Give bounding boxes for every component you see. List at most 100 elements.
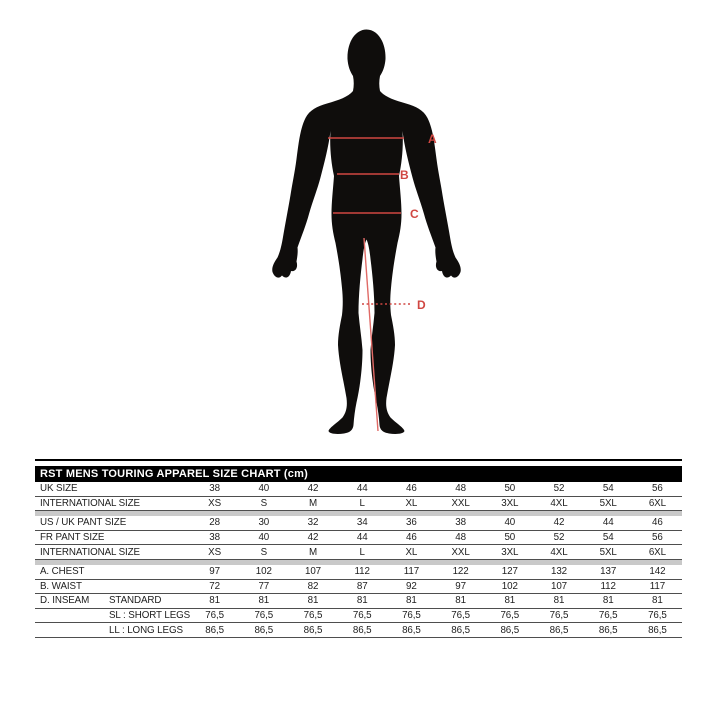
size-value: 56	[652, 483, 663, 495]
size-value: 6XL	[648, 546, 666, 558]
size-value: 112	[600, 580, 616, 592]
size-value: 76,5	[303, 610, 323, 622]
size-value: 76,5	[598, 610, 618, 622]
size-value: 46	[406, 483, 417, 495]
size-value: 127	[501, 566, 518, 578]
table-row: UK SIZE 38 40 42 44 46 48 50 52 54 56	[35, 482, 682, 497]
size-value: 97	[455, 580, 466, 592]
size-value: 46	[652, 517, 663, 529]
size-value: S	[260, 546, 268, 558]
table-row: US / UK PANT SIZE 28 30 32 34 36 38 40 42 44 46	[35, 516, 682, 531]
size-value: 97	[209, 566, 220, 578]
body-silhouette	[272, 29, 461, 434]
size-value: 87	[356, 580, 368, 592]
size-value: 5XL	[599, 546, 617, 558]
table-row: LL : LONG LEGS 86,5 86,5 86,5 86,5 86,5 86,5 86…	[35, 623, 682, 638]
row-label: FR PANT SIZE	[40, 532, 105, 544]
size-value: 52	[553, 532, 565, 544]
size-value: 81	[553, 595, 565, 607]
size-value: 86,5	[549, 624, 569, 636]
size-value: 81	[602, 595, 614, 607]
size-value: 82	[307, 580, 319, 592]
size-value: 48	[455, 532, 466, 544]
size-value: 86,5	[402, 624, 421, 636]
table-section-separator	[35, 511, 682, 517]
size-value: 76,5	[500, 610, 520, 622]
size-value: 6XL	[648, 497, 666, 509]
size-value: M	[308, 546, 318, 558]
size-value: 117	[649, 580, 666, 592]
size-value: 102	[501, 580, 518, 592]
size-value: XS	[208, 546, 222, 558]
size-value: 40	[258, 483, 270, 495]
size-value: 76,5	[451, 610, 470, 622]
size-value: 122	[452, 566, 469, 578]
size-value: 81	[455, 595, 466, 607]
size-value: XS	[208, 497, 222, 509]
hip-label: C	[410, 207, 419, 221]
size-value: XL	[405, 546, 418, 558]
table-row: A. CHEST 97 102 107 112 117 122 127 132 137 142	[35, 565, 682, 580]
table-body: UK SIZE 38 40 42 44 46 48 50 52 54 56 INTERNATIONAL…	[35, 482, 682, 638]
size-value: L	[359, 546, 365, 558]
size-value: 3XL	[501, 497, 519, 509]
size-value: 137	[600, 566, 617, 578]
size-value: 81	[652, 595, 663, 607]
inseam-label: D	[417, 298, 426, 312]
size-value: 132	[550, 566, 568, 578]
size-value: 81	[504, 595, 516, 607]
size-value: 32	[307, 517, 319, 529]
size-value: 44	[356, 483, 368, 495]
row-label: D. INSEAM	[40, 595, 90, 607]
size-value: 40	[258, 532, 270, 544]
size-value: XXL	[451, 546, 470, 558]
size-value: M	[308, 497, 318, 509]
size-value: 86,5	[205, 624, 224, 636]
size-chart-table: RST MENS TOURING APPAREL SIZE CHART (cm)…	[35, 459, 682, 638]
size-value: 92	[406, 580, 417, 592]
row-label: A. CHEST	[40, 566, 85, 578]
size-value: 44	[602, 517, 614, 529]
size-value: 4XL	[550, 497, 568, 509]
size-value: 76,5	[254, 610, 274, 622]
size-value: 76,5	[402, 610, 421, 622]
size-value: 40	[504, 517, 516, 529]
size-value: 54	[602, 532, 614, 544]
row-label: INTERNATIONAL SIZE	[40, 546, 140, 558]
inseam-measure-line	[363, 237, 379, 432]
table-row: INTERNATIONAL SIZE XS S M L XL XXL 3XL 4XL 5XL 6XL	[35, 497, 682, 512]
size-value: 76,5	[352, 610, 372, 622]
size-value: 28	[209, 517, 220, 529]
size-value: L	[359, 497, 365, 509]
table-title: RST MENS TOURING APPAREL SIZE CHART (cm)	[40, 468, 308, 480]
table-row: B. WAIST 72 77 82 87 92 97 102 107 112 117	[35, 580, 682, 595]
size-value: 56	[652, 532, 663, 544]
size-value: 86,5	[500, 624, 520, 636]
size-value: 81	[258, 595, 270, 607]
size-value: S	[260, 497, 268, 509]
size-value: 76,5	[549, 610, 569, 622]
size-value: 81	[307, 595, 319, 607]
table-row: SL : SHORT LEGS 76,5 76,5 76,5 76,5 76,5 76,5 7…	[35, 609, 682, 624]
size-value: 44	[356, 532, 368, 544]
size-value: 48	[455, 483, 466, 495]
size-value: 72	[209, 580, 220, 592]
row-sublabel: STANDARD	[109, 595, 162, 607]
size-value: 86,5	[598, 624, 618, 636]
size-value: 81	[356, 595, 368, 607]
size-value: 38	[209, 483, 220, 495]
size-value: XL	[405, 497, 418, 509]
size-value: 34	[356, 517, 368, 529]
chest-label: A	[428, 132, 437, 146]
size-value: 86,5	[254, 624, 274, 636]
size-value: 117	[403, 566, 420, 578]
size-value: 81	[406, 595, 417, 607]
size-value: 81	[209, 595, 220, 607]
row-label: INTERNATIONAL SIZE	[40, 497, 140, 509]
row-sublabel: SL : SHORT LEGS	[109, 610, 191, 622]
size-value: 86,5	[352, 624, 372, 636]
size-value: 42	[307, 532, 319, 544]
size-value: 5XL	[599, 497, 617, 509]
size-value: 86,5	[451, 624, 470, 636]
table-row: D. INSEAM STANDARD 81 81 81 81 81 81 81 81 81 81	[35, 594, 682, 609]
